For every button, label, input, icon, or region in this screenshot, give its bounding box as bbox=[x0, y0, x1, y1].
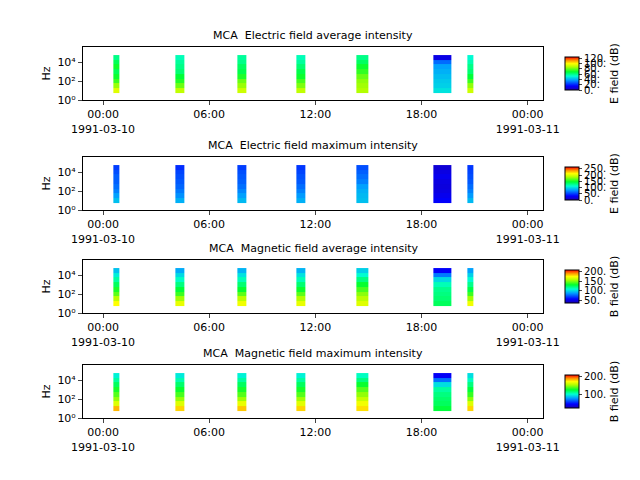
svg-text:MCA Magnetic field average in: MCA Magnetic field average intensity bbox=[209, 242, 418, 255]
svg-text:00:001991-03-10: 00:001991-03-10 bbox=[71, 218, 135, 245]
svg-text:00:001991-03-10: 00:001991-03-10 bbox=[71, 321, 135, 348]
svg-text:40.: 40. bbox=[584, 74, 600, 85]
svg-text:10⁴: 10⁴ bbox=[57, 374, 76, 387]
svg-text:B field (dB): B field (dB) bbox=[608, 256, 621, 317]
svg-text:50.: 50. bbox=[584, 295, 600, 306]
svg-text:150.: 150. bbox=[584, 176, 606, 187]
svg-text:18:00: 18:00 bbox=[406, 218, 438, 231]
svg-text:200.: 200. bbox=[584, 170, 606, 181]
svg-text:10⁰: 10⁰ bbox=[57, 412, 76, 425]
svg-text:06:00: 06:00 bbox=[193, 321, 225, 334]
svg-text:10²: 10² bbox=[57, 75, 75, 88]
svg-text:Hz: Hz bbox=[40, 279, 53, 293]
svg-text:12:00: 12:00 bbox=[300, 218, 332, 231]
svg-text:12:00: 12:00 bbox=[300, 426, 332, 439]
svg-text:10⁰: 10⁰ bbox=[57, 204, 76, 217]
svg-text:06:00: 06:00 bbox=[193, 426, 225, 439]
svg-text:0.: 0. bbox=[584, 85, 594, 96]
svg-text:150.: 150. bbox=[584, 276, 606, 287]
svg-text:0.: 0. bbox=[584, 195, 594, 206]
svg-text:10⁴: 10⁴ bbox=[57, 269, 76, 282]
svg-text:250.: 250. bbox=[584, 163, 606, 174]
svg-text:06:00: 06:00 bbox=[193, 218, 225, 231]
svg-text:100.: 100. bbox=[584, 182, 606, 193]
svg-text:00:001991-03-11: 00:001991-03-11 bbox=[496, 218, 560, 245]
svg-text:200.: 200. bbox=[584, 371, 606, 382]
svg-text:18:00: 18:00 bbox=[406, 108, 438, 121]
svg-text:10⁰: 10⁰ bbox=[57, 307, 76, 320]
svg-text:18:00: 18:00 bbox=[406, 426, 438, 439]
svg-text:06:00: 06:00 bbox=[193, 108, 225, 121]
svg-text:100.: 100. bbox=[584, 389, 606, 400]
svg-text:10⁴: 10⁴ bbox=[57, 166, 76, 179]
svg-text:E field (dB): E field (dB) bbox=[608, 43, 621, 104]
svg-text:10⁴: 10⁴ bbox=[57, 56, 76, 69]
svg-text:18:00: 18:00 bbox=[406, 321, 438, 334]
svg-text:10²: 10² bbox=[57, 288, 75, 301]
svg-text:Hz: Hz bbox=[40, 384, 53, 398]
svg-text:50.: 50. bbox=[584, 188, 600, 199]
svg-text:E field (dB): E field (dB) bbox=[608, 153, 621, 214]
svg-text:12:00: 12:00 bbox=[300, 108, 332, 121]
svg-text:100.: 100. bbox=[584, 285, 606, 296]
svg-text:00:001991-03-11: 00:001991-03-11 bbox=[496, 108, 560, 135]
svg-text:10²: 10² bbox=[57, 185, 75, 198]
svg-text:Hz: Hz bbox=[40, 66, 53, 80]
svg-text:120.: 120. bbox=[584, 53, 606, 64]
svg-text:10²: 10² bbox=[57, 393, 75, 406]
svg-text:200.: 200. bbox=[584, 266, 606, 277]
svg-text:00:001991-03-11: 00:001991-03-11 bbox=[496, 321, 560, 348]
svg-text:MCA Electric field maximum in: MCA Electric field maximum intensity bbox=[208, 139, 418, 152]
svg-text:60.: 60. bbox=[584, 69, 600, 80]
svg-text:20.: 20. bbox=[584, 79, 600, 90]
svg-text:100.: 100. bbox=[584, 58, 606, 69]
svg-text:00:001991-03-10: 00:001991-03-10 bbox=[71, 108, 135, 135]
svg-text:MCA Magnetic field maximum in: MCA Magnetic field maximum intensity bbox=[203, 347, 423, 360]
svg-text:00:001991-03-10: 00:001991-03-10 bbox=[71, 426, 135, 453]
svg-text:00:001991-03-11: 00:001991-03-11 bbox=[496, 426, 560, 453]
svg-text:MCA Electric field average in: MCA Electric field average intensity bbox=[213, 29, 413, 42]
svg-text:80.: 80. bbox=[584, 63, 600, 74]
svg-text:12:00: 12:00 bbox=[300, 321, 332, 334]
svg-text:Hz: Hz bbox=[40, 176, 53, 190]
svg-text:10⁰: 10⁰ bbox=[57, 94, 76, 107]
svg-text:B field (dB): B field (dB) bbox=[608, 361, 621, 422]
